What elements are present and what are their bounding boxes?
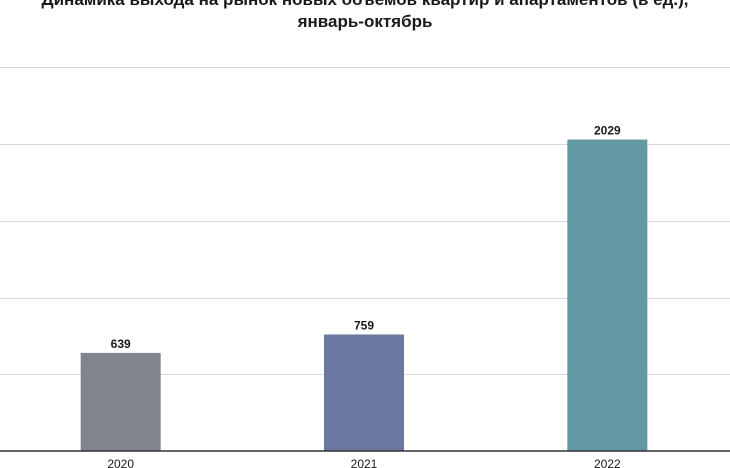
bar-2022	[567, 139, 648, 451]
bar-2021	[324, 334, 404, 451]
x-tick-label-2022: 2022	[594, 457, 621, 468]
value-label-2021: 759	[354, 318, 374, 332]
x-tick-label-2021: 2021	[351, 457, 378, 468]
value-label-2020: 639	[111, 337, 131, 351]
chart-title-line-2: январь-октябрь	[297, 12, 433, 31]
x-tick-label-2020: 2020	[107, 457, 134, 468]
value-label-2022: 2029	[594, 124, 621, 138]
chart-title-line-1: Динамика выхода на рынок новых объемов к…	[0, 0, 730, 11]
bar-2020	[80, 352, 161, 451]
chart-title: Динамика выхода на рынок новых объемов к…	[0, 0, 730, 33]
